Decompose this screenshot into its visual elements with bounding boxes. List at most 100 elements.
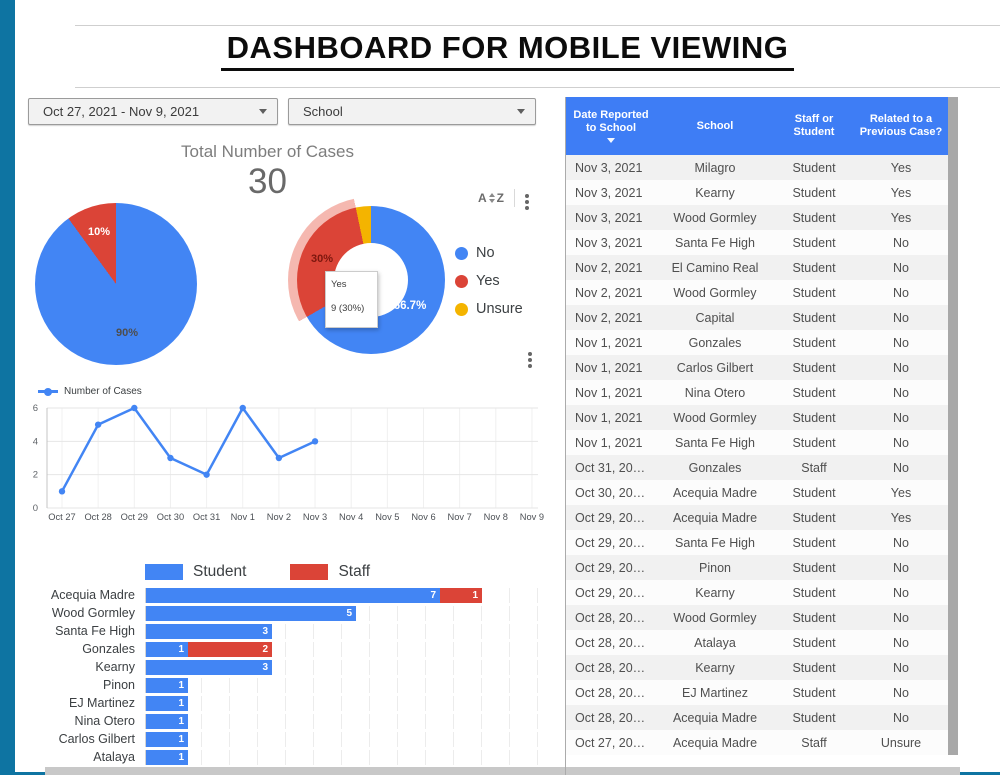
table-cell: Santa Fe High (675, 235, 755, 250)
line-chart-point[interactable] (311, 438, 319, 445)
school-filter[interactable]: School (288, 98, 536, 125)
table-cell: Student (792, 235, 836, 250)
legend-label-student: Student (193, 563, 247, 580)
table-cell: Oct 28, 20… (575, 685, 646, 700)
table-cell: Staff (801, 735, 827, 750)
table-cell: No (893, 585, 909, 600)
table-row: Nov 2, 2021 El Camino Real Student No (566, 255, 948, 280)
date-range-filter[interactable]: Oct 27, 2021 - Nov 9, 2021 (28, 98, 278, 125)
table-row: Nov 3, 2021 Wood Gormley Student Yes (566, 205, 948, 230)
scorecard-title: Total Number of Cases (181, 142, 354, 161)
horizontal-scrollbar[interactable] (45, 767, 960, 775)
top-divider (75, 25, 1000, 26)
bar-segment-student[interactable]: 1 (146, 696, 188, 711)
bar-track: 3 (145, 624, 542, 639)
sort-az-button[interactable]: A Z (478, 191, 504, 205)
bar-segment-student[interactable]: 1 (146, 678, 188, 693)
line-chart-point[interactable] (275, 454, 283, 462)
bar-value-label: 5 (346, 608, 352, 619)
table-row: Oct 29, 20… Santa Fe High Student No (566, 530, 948, 555)
line-chart-point[interactable] (167, 454, 174, 462)
table-cell: No (893, 435, 909, 450)
bar-segment-staff[interactable]: 1 (440, 588, 482, 603)
table-cell: No (893, 310, 909, 325)
table-header: Date Reported to School School Staff or … (566, 97, 948, 155)
bar-track: 1 (145, 696, 542, 711)
table-row: Oct 31, 20… Gonzales Staff No (566, 455, 948, 480)
bar-segment-student[interactable]: 1 (146, 732, 188, 747)
bar-segment-student[interactable]: 1 (146, 714, 188, 729)
sort-desc-icon (607, 138, 615, 143)
table-cell: Carlos Gilbert (676, 360, 754, 375)
table-cell: Wood Gormley (673, 285, 757, 300)
table-cell: No (893, 635, 909, 650)
table-cell: Oct 29, 20… (575, 560, 646, 575)
table-cell: Student (792, 585, 836, 600)
cases-by-day-line-chart[interactable]: 0 2 4 6 Oct 27 Oct 28 Oct 29 Oct 30 Oct 31 Nov 1 N… (20, 398, 560, 530)
line-chart-point[interactable] (94, 421, 102, 428)
table-cell: Yes (890, 160, 912, 175)
table-cell: No (893, 535, 909, 550)
line-chart-point[interactable] (58, 488, 66, 495)
bar-value-label: 7 (430, 590, 436, 601)
line-chart-point[interactable] (203, 471, 210, 478)
bar-segment-student[interactable]: 1 (146, 750, 188, 765)
table-cell: Staff (801, 460, 827, 475)
table-row: Oct 27, 20… Acequia Madre Staff Unsure (566, 730, 948, 755)
line-chart-point[interactable] (131, 404, 138, 412)
x-tick-label: Nov 9 (520, 512, 544, 522)
column-header-staff-or-student[interactable]: Staff or Student (793, 113, 835, 138)
table-cell: Student (792, 660, 836, 675)
table-cell: No (893, 360, 909, 375)
bar-segment-student[interactable]: 1 (146, 642, 188, 657)
table-cell: Student (792, 635, 836, 650)
table-cell: Acequia Madre (672, 485, 758, 500)
bar-segment-student[interactable]: 3 (146, 624, 272, 639)
bar-category-label: Wood Gormley (51, 606, 135, 620)
bar-row: Acequia Madre 7 1 (20, 588, 542, 606)
table-row: Oct 28, 20… Kearny Student No (566, 655, 948, 680)
sort-z-label: Z (496, 191, 505, 205)
x-tick-label: Nov 7 (448, 512, 472, 522)
pie-slice-label-student: 90% (115, 327, 139, 339)
bar-track: 1 (145, 678, 542, 693)
table-cell: Nov 1, 2021 (575, 435, 643, 450)
caret-down-icon (259, 109, 267, 114)
table-cell: Student (792, 335, 836, 350)
more-options-icon[interactable] (525, 194, 530, 198)
table-cell: Student (792, 185, 836, 200)
table-cell: El Camino Real (671, 260, 759, 275)
bar-category-label: Acequia Madre (50, 588, 135, 602)
table-row: Oct 28, 20… Atalaya Student No (566, 630, 948, 655)
bar-value-label: 3 (262, 626, 268, 637)
table-row: Nov 3, 2021 Milagro Student Yes (566, 155, 948, 180)
table-vertical-scrollbar[interactable] (948, 97, 958, 755)
bar-segment-student[interactable]: 3 (146, 660, 272, 675)
column-header-school[interactable]: School (696, 119, 734, 132)
table-cell: Student (792, 535, 836, 550)
more-options-icon[interactable] (528, 352, 532, 356)
table-cell: Yes (890, 485, 912, 500)
line-series-label: Number of Cases (64, 386, 142, 397)
chart-tooltip: Yes 9 (30%) (325, 271, 378, 328)
table-cell: Oct 28, 20… (575, 610, 646, 625)
table-cell: No (893, 260, 909, 275)
table-cell: Oct 30, 20… (575, 485, 646, 500)
bar-category-label: EJ Martinez (69, 696, 135, 710)
line-chart-point[interactable] (239, 404, 246, 412)
bar-segment-student[interactable]: 5 (146, 606, 356, 621)
bar-segment-staff[interactable]: 2 (188, 642, 272, 657)
table-cell: Student (792, 385, 836, 400)
table-cell: Student (792, 160, 836, 175)
table-cell: Oct 27, 20… (575, 735, 646, 750)
table-cell: Oct 28, 20… (575, 660, 646, 675)
bar-segment-student[interactable]: 7 (146, 588, 440, 603)
column-header-date[interactable]: Date Reported to School (566, 97, 656, 155)
staff-student-pie[interactable]: 10% 90% (35, 203, 197, 365)
table-cell: Nov 1, 2021 (575, 335, 643, 350)
bar-value-label: 1 (178, 734, 184, 745)
table-cell: Santa Fe High (675, 435, 755, 450)
bar-value-label: 1 (178, 680, 184, 691)
column-header-related[interactable]: Related to a Previous Case? (859, 113, 943, 138)
